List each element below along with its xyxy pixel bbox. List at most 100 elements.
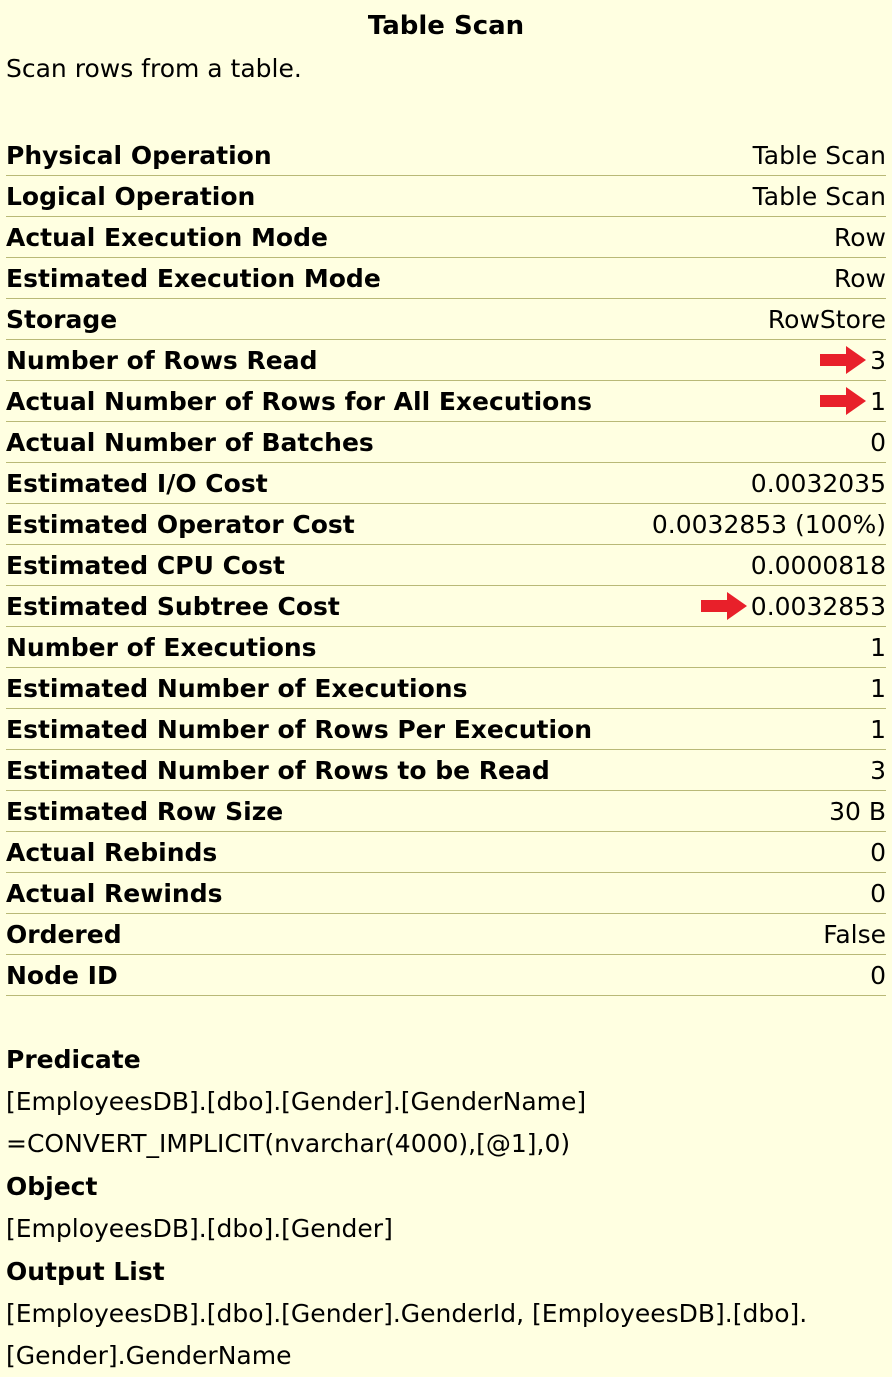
property-row: Estimated Subtree Cost 0.0032853 [6,586,886,627]
property-row: Estimated Row Size 30 B [6,791,886,832]
property-label: Storage [6,304,118,334]
operator-title: Table Scan [367,11,525,41]
property-value-text: 0.0000818 [750,550,886,580]
property-value-text: 0.0032035 [750,468,886,498]
properties-table: Physical Operation Table Scan Logical Oper… [6,135,886,996]
property-value-text: 0 [870,427,886,457]
property-row: Estimated Execution Mode Row [6,258,886,299]
output-list-section: Output List [EmployeesDB].[dbo].[Gender]… [6,1250,886,1377]
property-value-text: 1 [870,673,886,703]
property-value: Row [834,223,886,252]
property-row: Estimated I/O Cost 0.0032035 [6,463,886,504]
property-value-text: 3 [870,345,886,375]
property-value-text: 30 B [829,796,886,826]
property-label: Node ID [6,960,118,990]
property-label: Estimated Execution Mode [6,263,381,293]
property-value-text: 1 [870,632,886,662]
output-list-heading: Output List [6,1257,165,1286]
property-value-text: 0.0032853 (100%) [651,509,886,539]
property-row: Number of Executions 1 [6,627,886,668]
property-value: 1 [820,386,886,416]
property-label: Estimated CPU Cost [6,550,285,580]
property-row: Storage RowStore [6,299,886,340]
property-value-text: 1 [870,386,886,416]
property-label: Actual Execution Mode [6,222,328,252]
property-value: 3 [870,756,886,785]
property-value-text: 3 [870,755,886,785]
property-label: Logical Operation [6,181,256,211]
property-value-text: 0 [870,960,886,990]
property-row: Estimated Number of Executions 1 [6,668,886,709]
property-row: Estimated Number of Rows to be Read 3 [6,750,886,791]
property-label: Estimated Operator Cost [6,509,355,539]
property-value-text: Table Scan [752,181,886,211]
output-list-line: [EmployeesDB].[dbo].[Gender].GenderId, [… [6,1299,808,1328]
property-label: Number of Rows Read [6,345,318,375]
property-value: 0.0000818 [751,551,886,580]
object-heading: Object [6,1172,98,1201]
property-value: 1 [870,674,886,703]
property-value-text: Row [834,263,886,293]
property-label: Actual Rebinds [6,837,218,867]
property-value: 0 [870,879,886,908]
property-value-text: False [823,919,886,949]
red-arrow-icon [700,592,747,620]
object-line: [EmployeesDB].[dbo].[Gender] [6,1214,393,1243]
property-label: Estimated Number of Rows to be Read [6,755,550,785]
property-row: Estimated Number of Rows Per Execution 1 [6,709,886,750]
property-value-text: Row [834,222,886,252]
operator-description: Scan rows from a table. [6,54,302,83]
property-row: Ordered False [6,914,886,955]
property-row: Actual Execution Mode Row [6,217,886,258]
property-value: 0 [870,428,886,457]
predicate-line: [EmployeesDB].[dbo].[Gender].[GenderName… [6,1087,587,1116]
property-value-text: 1 [870,714,886,744]
property-row: Logical Operation Table Scan [6,176,886,217]
property-label: Actual Number of Batches [6,427,374,457]
property-value: 0.0032853 [700,591,886,621]
property-value: Row [834,264,886,293]
property-row: Physical Operation Table Scan [6,135,886,176]
property-label: Estimated Number of Rows Per Execution [6,714,592,744]
property-value: 30 B [829,797,886,826]
property-row: Actual Number of Batches 0 [6,422,886,463]
predicate-section: Predicate [EmployeesDB].[dbo].[Gender].[… [6,1038,886,1165]
property-label: Estimated I/O Cost [6,468,268,498]
red-arrow-icon [820,346,867,374]
property-row: Actual Number of Rows for All Executions… [6,381,886,422]
output-list-line: [Gender].GenderName [6,1341,292,1370]
property-row: Number of Rows Read 3 [6,340,886,381]
property-value: 1 [870,633,886,662]
property-row: Actual Rebinds 0 [6,832,886,873]
property-value: False [823,920,886,949]
property-value-text: Table Scan [752,140,886,170]
property-label: Physical Operation [6,140,272,170]
property-value: Table Scan [753,141,886,170]
property-label: Ordered [6,919,122,949]
property-value-text: 0.0032853 [750,591,886,621]
predicate-line: =CONVERT_IMPLICIT(nvarchar(4000),[@1],0) [6,1129,571,1158]
property-value: RowStore [768,305,886,334]
object-section: Object [EmployeesDB].[dbo].[Gender] [6,1165,886,1250]
property-value-text: 0 [870,878,886,908]
property-value: 0 [870,838,886,867]
property-label: Estimated Number of Executions [6,673,468,703]
property-label: Estimated Row Size [6,796,284,826]
property-value: 0.0032035 [751,469,886,498]
property-label: Actual Number of Rows for All Executions [6,386,592,416]
property-value-text: 0 [870,837,886,867]
property-row: Node ID 0 [6,955,886,996]
property-label: Estimated Subtree Cost [6,591,340,621]
property-row: Estimated CPU Cost 0.0000818 [6,545,886,586]
property-value: 1 [870,715,886,744]
red-arrow-icon [820,387,867,415]
property-value: Table Scan [753,182,886,211]
property-row: Estimated Operator Cost 0.0032853 (100%) [6,504,886,545]
predicate-heading: Predicate [6,1045,141,1074]
property-value: 0.0032853 (100%) [652,510,886,539]
property-value: 3 [820,345,886,375]
property-row: Actual Rewinds 0 [6,873,886,914]
property-label: Actual Rewinds [6,878,223,908]
property-value: 0 [870,961,886,990]
